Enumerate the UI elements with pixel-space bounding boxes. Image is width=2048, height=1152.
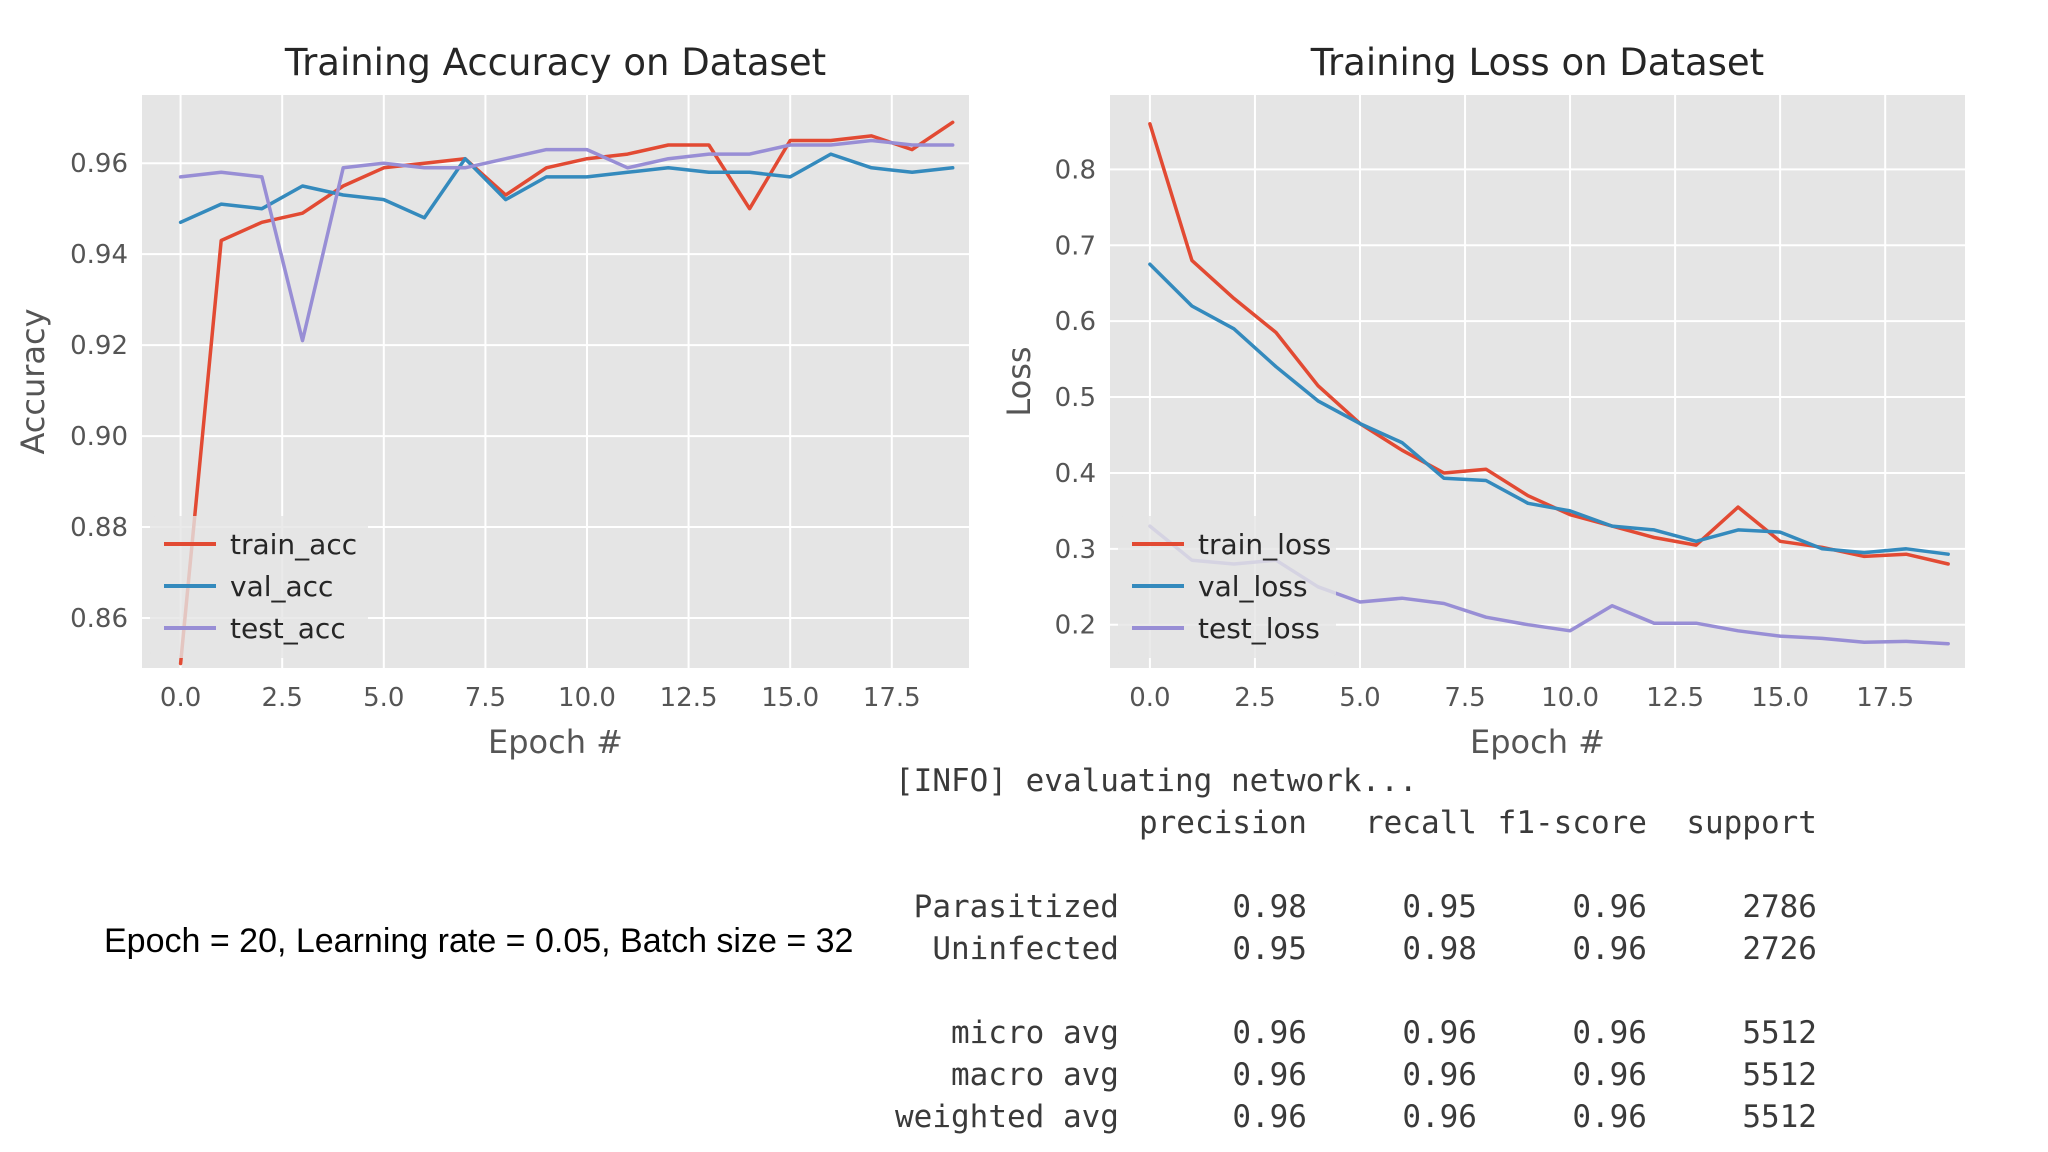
report-cell: 0.96: [1232, 1015, 1307, 1051]
report-header-cell: precision: [1138, 805, 1307, 841]
y-tick-label: 0.4: [1055, 459, 1096, 489]
legend-box: [1118, 516, 1336, 658]
report-cell: 0.96: [1232, 1099, 1307, 1135]
y-axis-label: Loss: [1000, 346, 1038, 416]
series-line-train_acc: [178, 120, 955, 666]
loss-chart: 0.0 2.5 5.0 7.5 10.0 12.5 15.0 17.5 0.2 0.3 0.4 0.5…: [990, 0, 2000, 770]
legend-box: [150, 516, 368, 658]
report-header-row: precision recall f1-score support: [895, 802, 1817, 844]
chart-title: Training Loss on Dataset: [1310, 41, 1764, 84]
report-cell: 0.96: [1572, 1015, 1647, 1051]
x-tick-label: 12.5: [660, 683, 718, 713]
report-cell: 2726: [1742, 931, 1817, 967]
x-tick-label: 5.0: [1339, 683, 1380, 713]
y-tick-label: 0.94: [70, 240, 128, 270]
x-tick-label: 0.0: [160, 683, 201, 713]
series-line-test_acc: [178, 138, 955, 343]
report-cell: 0.95: [1232, 931, 1307, 967]
report-cell: 0.96: [1572, 931, 1647, 967]
report-cell: 0.96: [1572, 1099, 1647, 1135]
y-tick-label: 0.86: [70, 604, 128, 634]
report-header-cell: recall: [1364, 805, 1477, 841]
legend-label: val_acc: [230, 570, 333, 603]
legend-label: train_loss: [1198, 528, 1331, 561]
y-tick-label: 0.7: [1055, 231, 1096, 261]
report-cell: 0.98: [1232, 889, 1307, 925]
x-tick-label: 7.5: [1444, 683, 1485, 713]
report-row-label: weighted avg: [895, 1099, 1119, 1135]
series-line-val_acc: [178, 152, 955, 225]
x-axis-label: Epoch #: [488, 723, 623, 761]
report-header-cell: f1-score: [1497, 805, 1647, 841]
report-spacer-row: [895, 844, 1817, 886]
report-cell: 5512: [1742, 1099, 1817, 1135]
report-info-line: [INFO] evaluating network...: [895, 763, 1418, 799]
report-table: precision recall f1-score support Parasi…: [895, 802, 1817, 1138]
report-cell: 0.96: [1402, 1015, 1477, 1051]
report-avg-row: weighted avg 0.96 0.96 0.96 5512: [895, 1096, 1817, 1138]
report-class-row: Parasitized 0.98 0.95 0.96 2786: [895, 886, 1817, 928]
legend-label: test_loss: [1198, 612, 1320, 645]
report-cell: 0.96: [1572, 889, 1647, 925]
x-tick-label: 17.5: [863, 683, 921, 713]
x-tick-label: 10.0: [558, 683, 616, 713]
chart-title: Training Accuracy on Dataset: [284, 41, 826, 84]
x-tick-label: 5.0: [363, 683, 404, 713]
legend-label: test_acc: [230, 612, 346, 645]
classification-report: [INFO] evaluating network... precision r…: [895, 760, 1817, 1138]
training-params-caption: Epoch = 20, Learning rate = 0.05, Batch …: [104, 922, 854, 960]
y-axis-label: Accuracy: [14, 308, 52, 454]
x-tick-label: 17.5: [1856, 683, 1914, 713]
x-tick-label: 0.0: [1129, 683, 1170, 713]
report-class-row: Uninfected 0.95 0.98 0.96 2726: [895, 928, 1817, 970]
report-row-label: macro avg: [950, 1057, 1119, 1093]
x-tick-label: 15.0: [1751, 683, 1809, 713]
y-tick-label: 0.8: [1055, 155, 1096, 185]
loss-chart-svg: 0.0 2.5 5.0 7.5 10.0 12.5 15.0 17.5 0.2 0.3 0.4 0.5…: [1000, 41, 1965, 761]
report-header-cell: [895, 802, 1119, 844]
report-cell: 0.95: [1402, 889, 1477, 925]
report-spacer-row: [895, 970, 1817, 1012]
report-cell: 5512: [1742, 1015, 1817, 1051]
legend-label: train_acc: [230, 528, 357, 561]
legend: train_loss val_loss test_loss: [1118, 516, 1336, 658]
y-tick-label: 0.2: [1055, 611, 1096, 641]
legend-label: val_loss: [1198, 570, 1308, 603]
report-cell: 0.96: [1402, 1099, 1477, 1135]
series-line-val_loss: [1148, 262, 1950, 556]
x-tick-label: 10.0: [1541, 683, 1599, 713]
y-tick-label: 0.92: [70, 331, 128, 361]
report-cell: 0.96: [1402, 1057, 1477, 1093]
y-tick-label: 0.96: [70, 149, 128, 179]
x-tick-label: 2.5: [1234, 683, 1275, 713]
report-cell: 0.96: [1232, 1057, 1307, 1093]
report-row-label: Uninfected: [932, 931, 1119, 967]
y-tick-label: 0.90: [70, 422, 128, 452]
y-tick-label: 0.88: [70, 513, 128, 543]
report-avg-row: macro avg 0.96 0.96 0.96 5512: [895, 1054, 1817, 1096]
report-row-label: micro avg: [950, 1015, 1119, 1051]
report-cell: 0.96: [1572, 1057, 1647, 1093]
report-avg-row: micro avg 0.96 0.96 0.96 5512: [895, 1012, 1817, 1054]
y-tick-label: 0.5: [1055, 383, 1096, 413]
y-tick-label: 0.3: [1055, 535, 1096, 565]
report-cell: 5512: [1742, 1057, 1817, 1093]
legend: train_acc val_acc test_acc: [150, 516, 368, 658]
report-header-cell: support: [1686, 805, 1817, 841]
accuracy-chart-svg: 0.0 2.5 5.0 7.5 10.0 12.5 15.0 17.5 0.86 0.88 0.90…: [14, 41, 969, 761]
accuracy-chart: 0.0 2.5 5.0 7.5 10.0 12.5 15.0 17.5 0.86 0.88 0.90…: [0, 0, 1000, 770]
x-tick-label: 7.5: [465, 683, 506, 713]
y-tick-label: 0.6: [1055, 307, 1096, 337]
x-axis-label: Epoch #: [1470, 723, 1605, 761]
x-tick-label: 2.5: [262, 683, 303, 713]
x-tick-label: 12.5: [1646, 683, 1704, 713]
x-tick-label: 15.0: [761, 683, 819, 713]
report-cell: 2786: [1742, 889, 1817, 925]
report-cell: 0.98: [1402, 931, 1477, 967]
report-row-label: Parasitized: [913, 889, 1119, 925]
